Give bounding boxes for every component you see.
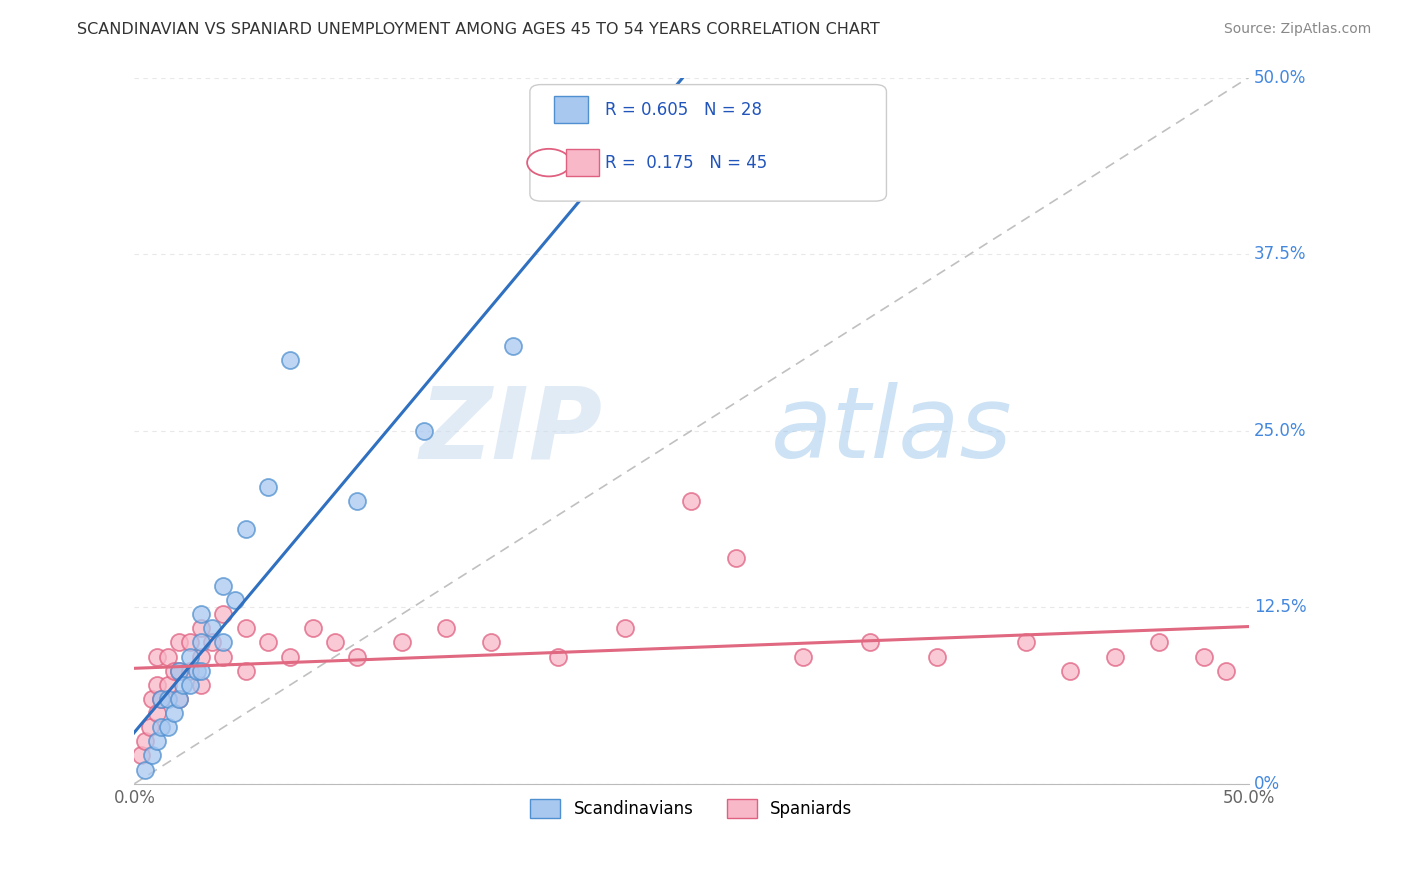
Point (681, 494, 703, 508)
Point (129, 748, 152, 763)
Point (145, 649, 167, 664)
Point (1104, 649, 1126, 664)
Point (1015, 635, 1038, 649)
Point (859, 635, 882, 649)
Point (172, 678, 194, 692)
FancyBboxPatch shape (565, 149, 599, 177)
Point (141, 748, 163, 763)
Point (167, 692, 190, 706)
Point (179, 664, 201, 678)
Point (212, 579, 235, 593)
Point (179, 649, 201, 664)
Text: R = 0.605   N = 28: R = 0.605 N = 28 (605, 101, 762, 119)
FancyBboxPatch shape (554, 95, 588, 123)
Point (145, 678, 167, 692)
Point (156, 649, 179, 664)
Point (391, 635, 413, 649)
Point (212, 649, 235, 664)
Point (156, 692, 179, 706)
Point (257, 635, 280, 649)
Point (139, 720, 162, 734)
Point (150, 692, 173, 706)
FancyBboxPatch shape (530, 85, 886, 201)
Circle shape (527, 149, 571, 177)
Point (156, 720, 179, 734)
Point (280, 649, 302, 664)
Point (167, 635, 190, 649)
Point (134, 763, 156, 777)
Point (235, 621, 257, 635)
Point (179, 635, 201, 649)
Point (186, 664, 208, 678)
Point (190, 678, 212, 692)
Point (190, 621, 212, 635)
Text: 37.5%: 37.5% (1254, 245, 1306, 263)
Point (434, 621, 457, 635)
Point (156, 678, 179, 692)
Text: 12.5%: 12.5% (1254, 599, 1306, 616)
Point (201, 635, 224, 649)
Text: 50.0%: 50.0% (1254, 69, 1306, 87)
Point (1059, 664, 1081, 678)
Point (280, 353, 302, 368)
Text: 25.0%: 25.0% (1254, 422, 1306, 440)
Point (724, 550, 747, 565)
Point (163, 706, 186, 720)
Point (502, 339, 524, 353)
Point (134, 734, 156, 748)
Point (167, 664, 190, 678)
Text: ZIP: ZIP (419, 382, 602, 479)
Point (167, 692, 190, 706)
Point (1149, 635, 1171, 649)
Text: atlas: atlas (772, 382, 1012, 479)
Point (235, 664, 257, 678)
Legend: Scandinavians, Spaniards: Scandinavians, Spaniards (523, 792, 859, 825)
Point (792, 649, 814, 664)
Point (167, 664, 190, 678)
Point (479, 635, 502, 649)
Point (190, 607, 212, 622)
Point (201, 621, 224, 635)
Text: 0%: 0% (1254, 775, 1281, 793)
Point (323, 635, 346, 649)
Point (145, 706, 167, 720)
Point (301, 621, 323, 635)
Point (150, 692, 173, 706)
Point (1192, 649, 1215, 664)
Text: Source: ZipAtlas.com: Source: ZipAtlas.com (1223, 22, 1371, 37)
Point (346, 649, 368, 664)
Point (163, 664, 186, 678)
Point (190, 649, 212, 664)
Point (925, 649, 948, 664)
Point (190, 664, 212, 678)
Point (413, 424, 436, 438)
Point (212, 635, 235, 649)
Point (591, 169, 613, 184)
Text: R =  0.175   N = 45: R = 0.175 N = 45 (605, 153, 766, 171)
Point (150, 720, 173, 734)
Point (547, 649, 569, 664)
Point (190, 635, 212, 649)
Point (346, 494, 368, 508)
Point (613, 621, 636, 635)
Point (145, 734, 167, 748)
Point (179, 678, 201, 692)
Point (224, 593, 246, 607)
Point (141, 692, 163, 706)
Point (257, 480, 280, 494)
Point (1215, 664, 1237, 678)
Point (235, 523, 257, 537)
Point (212, 607, 235, 622)
Text: SCANDINAVIAN VS SPANIARD UNEMPLOYMENT AMONG AGES 45 TO 54 YEARS CORRELATION CHAR: SCANDINAVIAN VS SPANIARD UNEMPLOYMENT AM… (77, 22, 880, 37)
